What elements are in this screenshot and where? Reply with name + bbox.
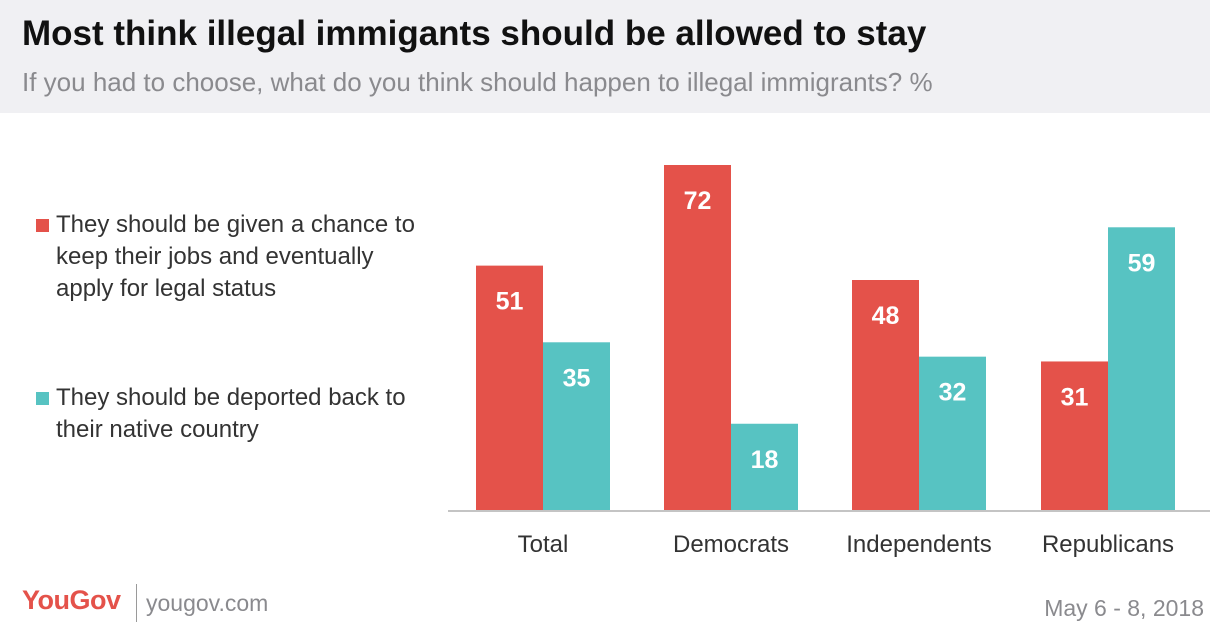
footer-divider: [136, 584, 137, 622]
bar-republicans-series-1: [1041, 361, 1108, 510]
x-tick-label-republicans: Republicans: [1042, 531, 1174, 558]
x-tick-label-democrats: Democrats: [673, 531, 789, 558]
data-label-republicans-series-2: 59: [1128, 249, 1156, 277]
x-tick-label-total: Total: [518, 531, 569, 558]
data-label-independents-series-1: 48: [872, 302, 900, 330]
yougov-logo: YouGov: [22, 585, 121, 615]
header: Most think illegal immigants should be a…: [0, 0, 1210, 113]
bar-independents-series-2: [919, 356, 986, 510]
legend-swatch-series-1: [36, 219, 49, 232]
bar-democrats-series-1: [664, 165, 731, 510]
chart-title: Most think illegal immigants should be a…: [22, 14, 927, 53]
chart-subtitle: If you had to choose, what do you think …: [22, 67, 933, 97]
bar-total-series-1: [476, 265, 543, 510]
bar-republicans-series-2: [1108, 227, 1175, 510]
bar-total-series-2: [543, 342, 610, 510]
legend-item-series-2: They should be deported back to their na…: [36, 382, 436, 446]
legend-swatch-series-2: [36, 392, 49, 405]
x-tick-label-independents: Independents: [846, 531, 991, 558]
bar-democrats-series-2: [731, 423, 798, 510]
bar-independents-series-1: [852, 280, 919, 510]
legend-label-series-2: They should be deported back to their na…: [56, 384, 406, 443]
data-label-total-series-1: 51: [496, 288, 524, 316]
data-label-total-series-2: 35: [563, 364, 591, 392]
footer-url[interactable]: yougov.com: [146, 590, 269, 616]
data-label-republicans-series-1: 31: [1061, 383, 1089, 411]
data-label-democrats-series-2: 18: [751, 446, 779, 474]
legend-item-series-1: They should be given a chance to keep th…: [36, 209, 436, 305]
legend-label-series-1: They should be given a chance to keep th…: [56, 211, 415, 302]
data-label-democrats-series-1: 72: [684, 187, 712, 215]
data-label-independents-series-2: 32: [939, 379, 967, 407]
survey-date: May 6 - 8, 2018: [1044, 595, 1204, 621]
